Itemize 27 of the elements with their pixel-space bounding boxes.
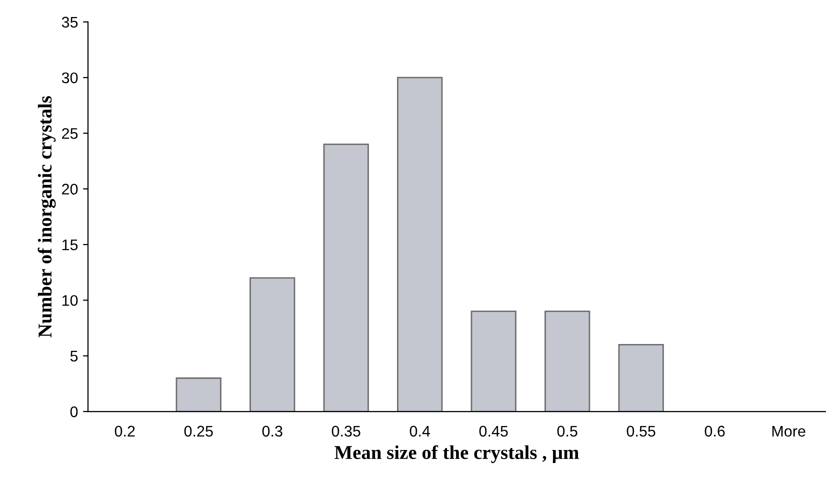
y-tick-label: 20 <box>62 184 78 195</box>
bar <box>470 310 516 412</box>
x-tick-label: 0.55 <box>626 426 656 437</box>
y-tick-label: 15 <box>62 240 78 250</box>
x-tick-label: 0.2 <box>114 426 135 437</box>
y-tick-label: 35 <box>62 16 78 28</box>
bar <box>250 277 296 412</box>
x-tick-label: 0.3 <box>262 426 282 437</box>
y-axis-title: Number of inorganic crystals <box>38 96 56 338</box>
x-tick-label: 0.45 <box>479 426 508 437</box>
bar <box>618 344 664 412</box>
x-axis-title: Mean size of the crystals , µm <box>334 445 579 464</box>
x-tick-label: 0.25 <box>184 426 213 437</box>
x-tick-label: 0.6 <box>704 426 725 437</box>
bar <box>397 76 443 412</box>
y-tick-label: 10 <box>62 295 78 306</box>
bar <box>544 310 590 412</box>
x-tick-label: More <box>772 426 806 437</box>
y-tick-label: 5 <box>70 350 78 362</box>
y-tick-label: 0 <box>70 406 78 418</box>
y-tick-label: 30 <box>62 72 78 84</box>
x-tick-label: 0.35 <box>332 426 360 437</box>
y-tick-label: 25 <box>62 128 78 139</box>
bar <box>176 377 222 412</box>
x-tick-label: 0.5 <box>557 426 578 437</box>
x-tick-label: 0.4 <box>410 426 430 437</box>
bar <box>323 144 369 412</box>
